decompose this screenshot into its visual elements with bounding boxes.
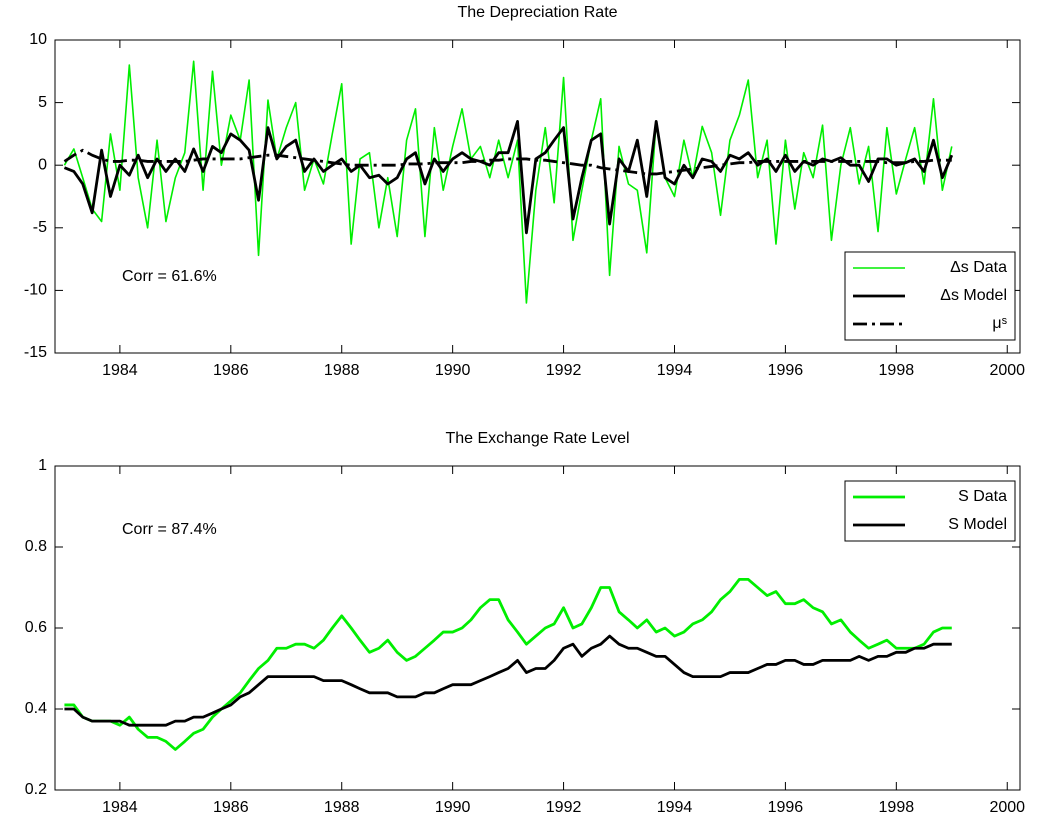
x-tick-label: 1996	[768, 362, 804, 379]
y-tick-label: 1	[38, 457, 47, 474]
series-line	[64, 578, 952, 751]
x-tick-label: 1994	[657, 362, 693, 379]
x-tick-label: 1988	[324, 362, 360, 379]
series-line	[63, 148, 952, 176]
legend-label: S Data	[958, 488, 1007, 505]
y-tick-label: -5	[33, 219, 47, 236]
x-tick-label: 1984	[102, 362, 138, 379]
y-tick-label: 0.6	[25, 619, 47, 636]
x-tick-label: 1996	[768, 799, 804, 816]
chart-title: The Exchange Rate Level	[445, 430, 629, 447]
legend-label: S Model	[948, 516, 1007, 533]
x-tick-label: 1994	[657, 799, 693, 816]
chart-title: The Depreciation Rate	[457, 4, 617, 21]
series-line	[63, 60, 953, 304]
legend-box	[844, 480, 1016, 542]
legend-label: Δs Model	[940, 287, 1007, 304]
y-tick-label: -15	[24, 344, 47, 361]
legend-label: Δs Data	[950, 259, 1007, 276]
legend-label: μˢ	[992, 315, 1007, 332]
x-tick-label: 1986	[213, 799, 249, 816]
x-tick-label: 2000	[989, 799, 1025, 816]
annotation: Corr = 61.6%	[122, 268, 217, 285]
annotation: Corr = 87.4%	[122, 521, 217, 538]
legend: Δs Data Δs Model μˢ	[844, 251, 1016, 341]
y-tick-label: 0.2	[25, 781, 47, 798]
x-tick-label: 1990	[435, 799, 471, 816]
x-tick-label: 1984	[102, 799, 138, 816]
x-tick-label: 1992	[546, 362, 582, 379]
x-tick-label: 1998	[879, 362, 915, 379]
x-tick-label: 1992	[546, 799, 582, 816]
legend: S Data S Model	[844, 480, 1016, 542]
x-tick-label: 1990	[435, 362, 471, 379]
x-tick-label: 1998	[879, 799, 915, 816]
x-tick-label: 1988	[324, 799, 360, 816]
y-tick-label: -10	[24, 282, 47, 299]
y-tick-label: 0.4	[25, 700, 47, 717]
x-tick-label: 1986	[213, 362, 249, 379]
y-tick-label: 10	[29, 31, 47, 48]
y-tick-label: 5	[38, 94, 47, 111]
y-tick-label: 0.8	[25, 538, 47, 555]
y-tick-label: 0	[38, 156, 47, 173]
series-line	[64, 634, 952, 727]
x-tick-label: 2000	[989, 362, 1025, 379]
